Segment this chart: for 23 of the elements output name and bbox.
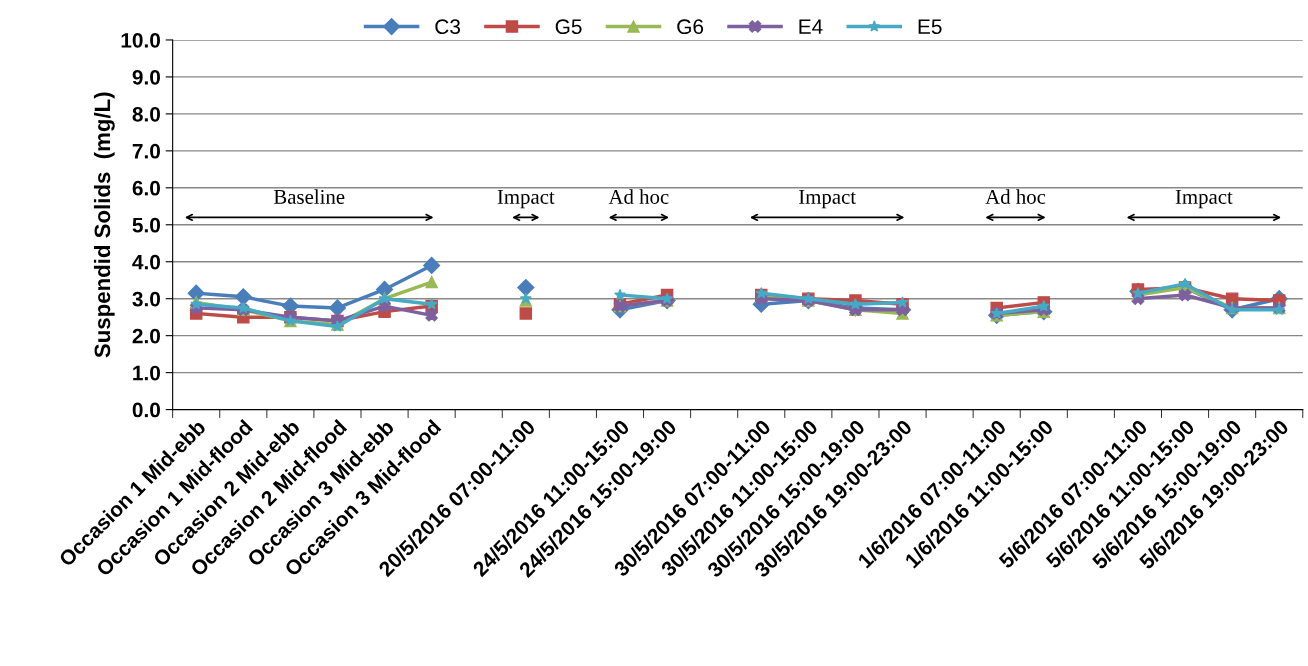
y-tick-label: 7.0 [132, 143, 160, 159]
legend-label: G5 [555, 19, 582, 35]
y-tick-label: 9.0 [132, 69, 160, 85]
y-tick-label: 5.0 [132, 217, 160, 233]
y-tick-label: 4.0 [132, 254, 160, 270]
y-tick-label: 2.0 [132, 328, 160, 344]
y-tick-label: 3.0 [132, 291, 160, 307]
legend-label: C3 [435, 19, 460, 35]
legend-label: E5 [918, 19, 942, 35]
y-tick-label: 10.0 [121, 32, 160, 48]
annotation: Impact [497, 190, 555, 209]
y-tick-label: 0.0 [132, 402, 160, 418]
y-tick-label: 1.0 [133, 365, 160, 381]
y-tick-label: 6.0 [132, 180, 160, 196]
annotation: Ad hoc [608, 189, 669, 204]
annotation: Baseline [273, 189, 345, 204]
y-tick-label: 8.0 [132, 106, 160, 122]
legend-label: E4 [799, 19, 823, 34]
legend-label: G6 [677, 19, 704, 35]
y-axis-title: Suspendid Solids (mg/L) [93, 92, 115, 358]
annotation: Impact [799, 190, 856, 209]
annotation: Impact [1175, 190, 1233, 209]
annotation: Ad hoc [985, 189, 1046, 204]
